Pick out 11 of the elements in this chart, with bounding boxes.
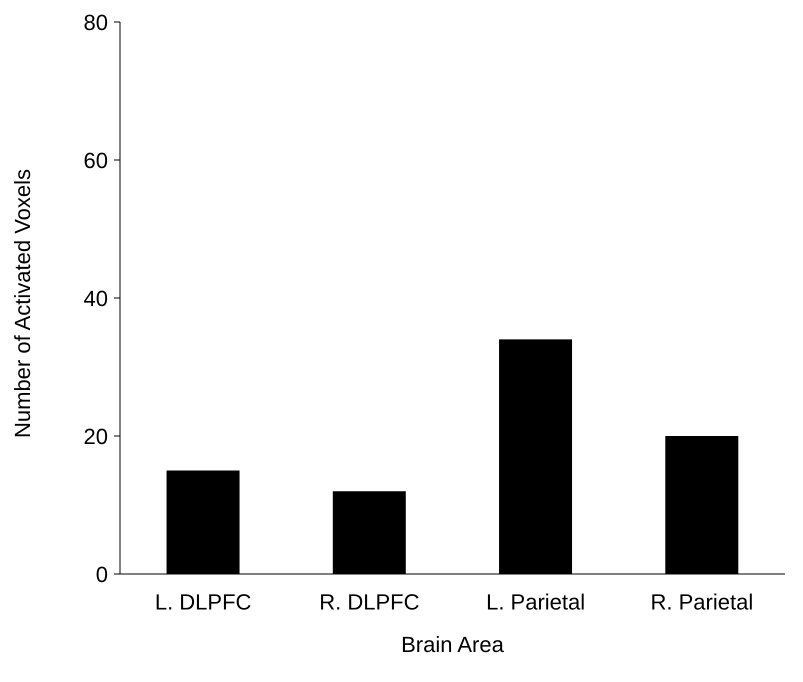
x-tick-label: L. Parietal [486,590,586,615]
y-tick-label: 20 [84,424,108,449]
x-axis-title: Brain Area [401,632,505,657]
x-tick-label: R. DLPFC [319,590,420,615]
y-tick-label: 80 [84,10,108,35]
y-tick-label: 0 [96,562,108,587]
y-tick-label: 40 [84,286,108,311]
x-tick-label: L. DLPFC [154,590,252,615]
y-tick-label: 60 [84,148,108,173]
x-tick-label: R. Parietal [650,590,754,615]
y-axis-title: Number of Activated Voxels [10,168,35,438]
